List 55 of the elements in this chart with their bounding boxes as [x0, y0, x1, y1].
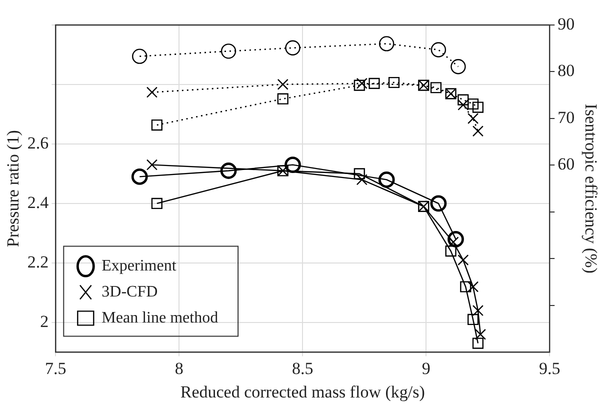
point — [220, 44, 236, 59]
legend-label: Experiment — [102, 257, 177, 274]
point — [472, 338, 484, 349]
point — [448, 230, 464, 248]
point — [132, 48, 148, 64]
point — [277, 93, 288, 104]
point — [472, 102, 484, 113]
point — [430, 195, 447, 212]
point — [131, 168, 148, 185]
point — [472, 126, 484, 137]
point — [458, 94, 469, 106]
point — [458, 99, 469, 110]
point — [388, 76, 400, 88]
y-tick-label: 2.4 — [27, 192, 50, 212]
x-axis-title: Reduced corrected mass flow (kg/s) — [180, 382, 425, 402]
point — [458, 254, 469, 266]
y2-tick-label: 70 — [558, 108, 575, 127]
point — [430, 42, 446, 58]
point — [474, 328, 486, 340]
point — [460, 281, 472, 292]
y-tick-label: 2 — [40, 312, 49, 331]
point — [472, 305, 484, 316]
x-tick-label: 7.5 — [45, 358, 66, 378]
y-tick-label: 2.6 — [27, 133, 49, 152]
point — [378, 36, 394, 52]
point — [146, 159, 158, 170]
point — [285, 40, 300, 56]
point — [354, 168, 365, 180]
point — [445, 246, 456, 257]
point — [151, 198, 162, 210]
point — [220, 162, 237, 179]
x-tick-label: 9.5 — [538, 358, 560, 378]
y2-tick-label: 90 — [558, 14, 575, 34]
legend-label: Mean line method — [102, 309, 218, 326]
point — [151, 119, 162, 131]
x-tick-label: 8 — [174, 358, 184, 378]
point — [277, 78, 288, 90]
y2-axis-title: Isentropic efficiency (%) — [581, 104, 600, 274]
point — [467, 98, 479, 110]
point — [354, 80, 365, 91]
point — [467, 314, 479, 326]
point — [368, 78, 380, 89]
point — [284, 156, 301, 174]
y2-tick-label: 60 — [558, 154, 575, 174]
x-tick-label: 8.5 — [292, 358, 314, 378]
point — [430, 82, 442, 94]
y-axis-title: Pressure ratio (1) — [4, 130, 23, 248]
point — [378, 171, 395, 188]
x-tick-label: 9 — [422, 358, 430, 378]
point — [467, 112, 479, 124]
point — [450, 59, 466, 74]
legend-label: 3D-CFD — [102, 283, 158, 300]
point — [146, 86, 158, 98]
y-tick-label: 2.2 — [27, 252, 49, 272]
y2-tick-label: 80 — [558, 61, 575, 80]
